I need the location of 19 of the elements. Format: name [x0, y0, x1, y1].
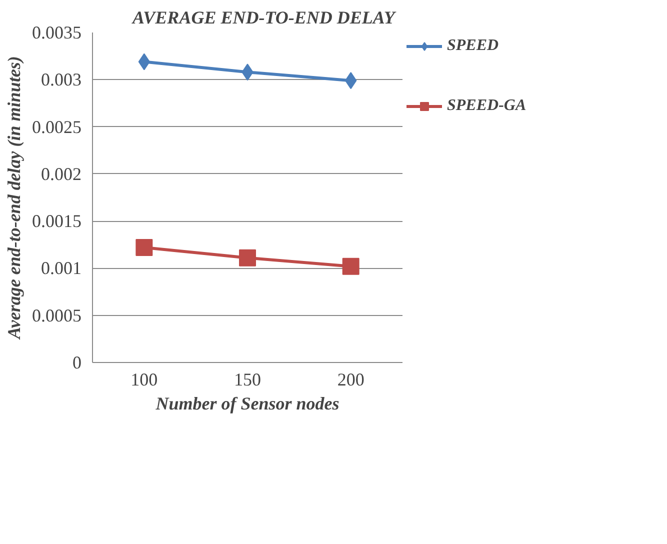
y-tick-label: 0.0015 [32, 211, 82, 232]
point [136, 238, 153, 256]
y-tick-label: 0.002 [41, 164, 82, 184]
y-tick-label: 0.0035 [32, 22, 82, 42]
y-axis-title: Average end-to-end delay (in minutes) [4, 56, 24, 340]
y-tick-label: 0 [72, 352, 82, 372]
point [239, 249, 256, 266]
y-tick-label: 0.003 [41, 70, 82, 90]
y-tick-label: 0.0025 [32, 116, 82, 137]
x-axis-title: Number of Sensor nodes [154, 394, 340, 414]
x-tick-label: 100 [130, 370, 158, 390]
x-tick-label: 150 [234, 370, 261, 390]
point [342, 258, 360, 275]
y-tick-label: 0.001 [41, 258, 82, 278]
legend-label: SPEED [447, 37, 499, 55]
chart-title: AVERAGE END-TO-END DELAY [132, 8, 397, 28]
y-tick-label: 0.0005 [32, 305, 82, 326]
x-tick-label: 200 [337, 370, 364, 390]
legend-label: SPEED-GA [447, 97, 526, 115]
